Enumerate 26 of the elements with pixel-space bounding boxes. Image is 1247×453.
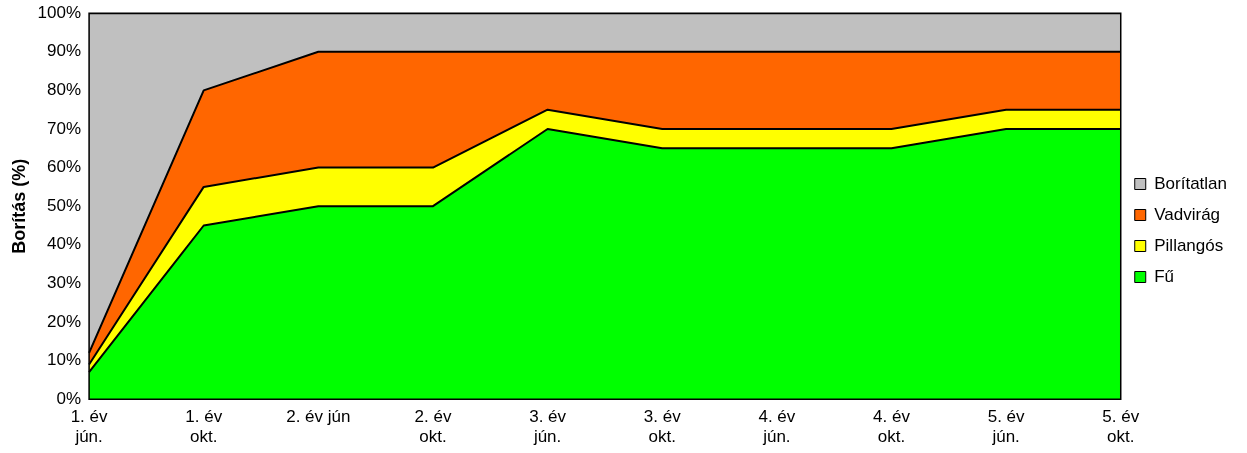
- y-tick-label: 80%: [47, 80, 82, 100]
- legend-label: Vadvirág: [1154, 204, 1221, 224]
- x-tick-label: 2. év jún: [286, 407, 351, 427]
- legend-label: Pillangós: [1154, 235, 1224, 255]
- y-tick-label: 10%: [47, 350, 82, 370]
- y-tick-label: 70%: [47, 118, 82, 138]
- x-tick-label: 1. év okt.: [185, 407, 223, 447]
- x-tick-label: 3. év jún.: [529, 407, 567, 447]
- x-tick-label: 5. év okt.: [1102, 407, 1140, 447]
- x-tick-label: 2. év okt.: [414, 407, 452, 447]
- y-tick-label: 30%: [47, 273, 82, 293]
- legend-label: Borítatlan: [1154, 173, 1227, 193]
- y-tick-label: 50%: [47, 195, 82, 215]
- y-tick-label: 60%: [47, 157, 82, 177]
- y-tick-label: 100%: [37, 2, 82, 22]
- legend-label: Fű: [1154, 266, 1175, 286]
- y-tick-label: 40%: [47, 234, 82, 254]
- x-tick-label: 1. év jún.: [70, 407, 109, 447]
- x-tick-label: 3. év okt.: [643, 407, 682, 447]
- x-tick-label: 5. év jún.: [987, 407, 1026, 447]
- x-tick-label: 4. év okt.: [873, 407, 911, 447]
- y-tick-label: 90%: [47, 41, 82, 61]
- y-axis-title: Borítás (%): [8, 158, 29, 254]
- x-tick-label: 4. év jún.: [758, 407, 796, 447]
- y-tick-label: 20%: [47, 311, 82, 331]
- y-tick-label: 0%: [56, 388, 82, 408]
